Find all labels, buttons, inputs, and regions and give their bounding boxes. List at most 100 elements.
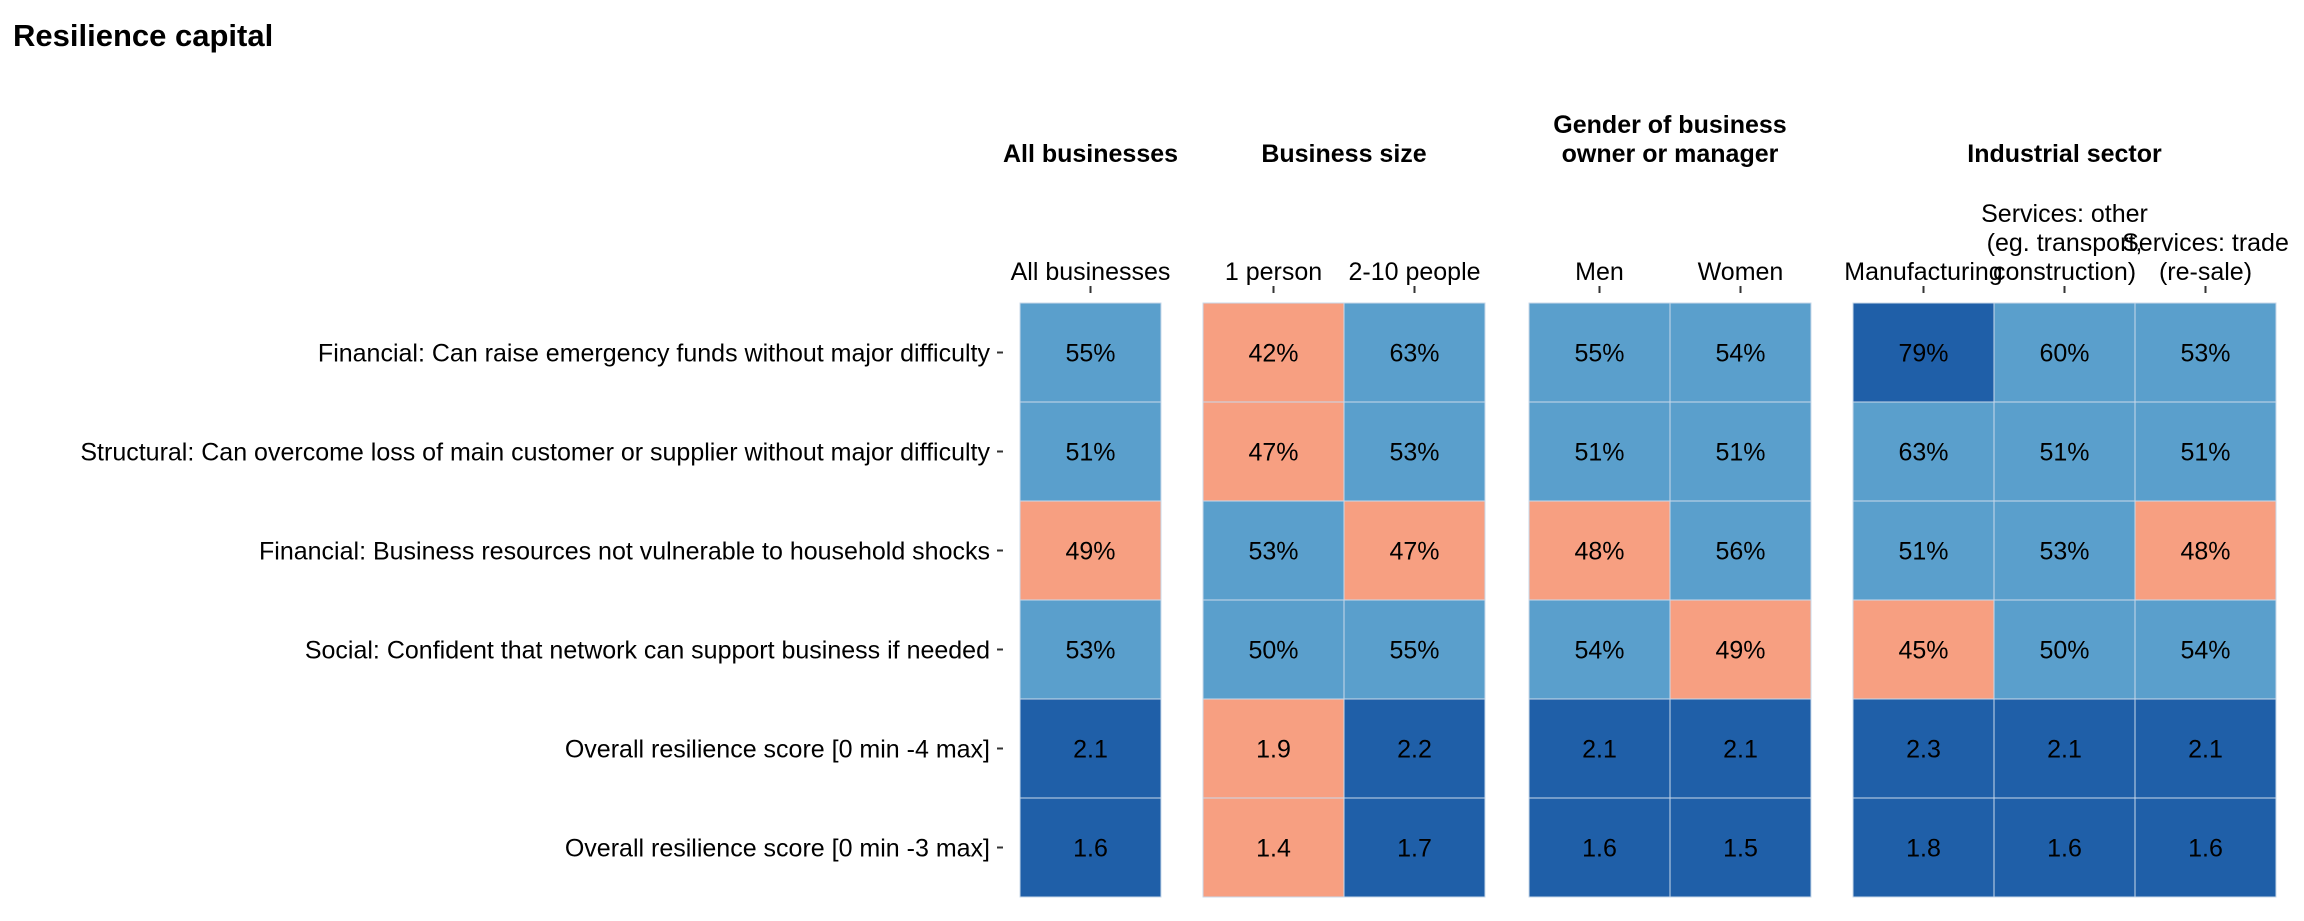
cell-value: 51% <box>2180 438 2230 466</box>
group-title: Gender of business <box>1553 111 1786 139</box>
heatmap-cell <box>1993 698 2136 799</box>
cell-value: 1.7 <box>1397 834 1432 862</box>
cell-value: 2.1 <box>2188 735 2223 763</box>
heatmap-cell <box>2134 500 2277 601</box>
cell-value: 53% <box>1389 438 1439 466</box>
heatmap-cell <box>2134 401 2277 502</box>
cell-value: 48% <box>2180 537 2230 565</box>
column-label: construction) <box>1993 258 2136 286</box>
cell-value: 51% <box>1065 438 1115 466</box>
cell-value: 60% <box>2039 339 2089 367</box>
heatmap-cell <box>1343 500 1486 601</box>
heatmap-cell <box>1528 401 1671 502</box>
cell-value: 1.9 <box>1256 735 1291 763</box>
heatmap-cell <box>2134 599 2277 700</box>
cell-value: 2.1 <box>1723 735 1758 763</box>
cell-value: 2.1 <box>1073 735 1108 763</box>
cell-value: 54% <box>1574 636 1624 664</box>
cell-value: 2.3 <box>1906 735 1941 763</box>
heatmap-cell <box>1528 302 1671 403</box>
heatmap-cell <box>1669 500 1812 601</box>
heatmap-cell <box>1019 797 1162 898</box>
cell-value: 45% <box>1898 636 1948 664</box>
heatmap-cell <box>1852 698 1995 799</box>
heatmap-cell <box>1202 500 1345 601</box>
cell-value: 48% <box>1574 537 1624 565</box>
cell-value: 1.8 <box>1906 834 1941 862</box>
column-label: (eg. transport, <box>1987 229 2143 257</box>
column-label: All businesses <box>1011 258 1171 286</box>
column-label: Men <box>1575 258 1624 286</box>
heatmap-cell <box>1669 797 1812 898</box>
heatmap-cell <box>1852 500 1995 601</box>
heatmap-cell <box>1343 401 1486 502</box>
cell-value: 49% <box>1715 636 1765 664</box>
row-label: Financial: Business resources not vulner… <box>259 537 990 565</box>
cell-value: 54% <box>1715 339 1765 367</box>
column-label: 1 person <box>1225 258 1322 286</box>
row-label: Structural: Can overcome loss of main cu… <box>80 438 990 466</box>
row-label: Overall resilience score [0 min -3 max] <box>565 834 990 862</box>
cell-value: 51% <box>1715 438 1765 466</box>
heatmap-cell <box>1343 599 1486 700</box>
heatmap-cell <box>1343 698 1486 799</box>
heatmap-cell <box>1852 797 1995 898</box>
cell-value: 55% <box>1065 339 1115 367</box>
heatmap-cell <box>1343 797 1486 898</box>
heatmap-cell <box>1528 599 1671 700</box>
chart-title: Resilience capital <box>13 18 274 53</box>
cell-value: 47% <box>1248 438 1298 466</box>
cell-value: 51% <box>1574 438 1624 466</box>
group-title: Industrial sector <box>1967 140 2162 168</box>
cell-value: 2.2 <box>1397 735 1432 763</box>
cell-value: 63% <box>1389 339 1439 367</box>
cell-value: 42% <box>1248 339 1298 367</box>
cell-value: 53% <box>2039 537 2089 565</box>
heatmap-cell <box>1202 302 1345 403</box>
group-title: All businesses <box>1003 140 1178 168</box>
cell-value: 51% <box>1898 537 1948 565</box>
cell-value: 79% <box>1898 339 1948 367</box>
cell-value: 1.6 <box>1582 834 1617 862</box>
cell-value: 49% <box>1065 537 1115 565</box>
heatmap-cell <box>1669 302 1812 403</box>
heatmap-cell <box>1993 599 2136 700</box>
cell-value: 51% <box>2039 438 2089 466</box>
heatmap-cell <box>1669 698 1812 799</box>
column-label: Services: other <box>1981 200 2148 228</box>
heatmap-cell <box>1669 599 1812 700</box>
row-label: Overall resilience score [0 min -4 max] <box>565 735 990 763</box>
heatmap-cell <box>1993 500 2136 601</box>
heatmap-cell <box>1993 401 2136 502</box>
heatmap-cell <box>1852 401 1995 502</box>
cell-value: 55% <box>1389 636 1439 664</box>
cell-value: 53% <box>2180 339 2230 367</box>
cell-value: 63% <box>1898 438 1948 466</box>
cell-value: 1.5 <box>1723 834 1758 862</box>
cell-value: 53% <box>1065 636 1115 664</box>
heatmap-cell <box>1019 302 1162 403</box>
heatmap-cell <box>1019 401 1162 502</box>
heatmap-cell <box>1202 698 1345 799</box>
column-label: 2-10 people <box>1348 258 1480 286</box>
heatmap-cell <box>1019 599 1162 700</box>
group-title: owner or manager <box>1562 140 1779 168</box>
group-title: Business size <box>1261 140 1426 168</box>
cell-value: 54% <box>2180 636 2230 664</box>
heatmap-cell <box>2134 797 2277 898</box>
cell-value: 1.6 <box>2047 834 2082 862</box>
cell-value: 1.6 <box>2188 834 2223 862</box>
cell-value: 2.1 <box>1582 735 1617 763</box>
cell-value: 55% <box>1574 339 1624 367</box>
heatmap-cell <box>1019 698 1162 799</box>
heatmap-cell <box>1202 797 1345 898</box>
cell-value: 2.1 <box>2047 735 2082 763</box>
column-label: Women <box>1698 258 1784 286</box>
heatmap-cell <box>1993 797 2136 898</box>
row-label: Financial: Can raise emergency funds wit… <box>318 339 991 367</box>
heatmap-cell <box>1528 797 1671 898</box>
cell-value: 56% <box>1715 537 1765 565</box>
heatmap-cell <box>1669 401 1812 502</box>
cell-value: 47% <box>1389 537 1439 565</box>
